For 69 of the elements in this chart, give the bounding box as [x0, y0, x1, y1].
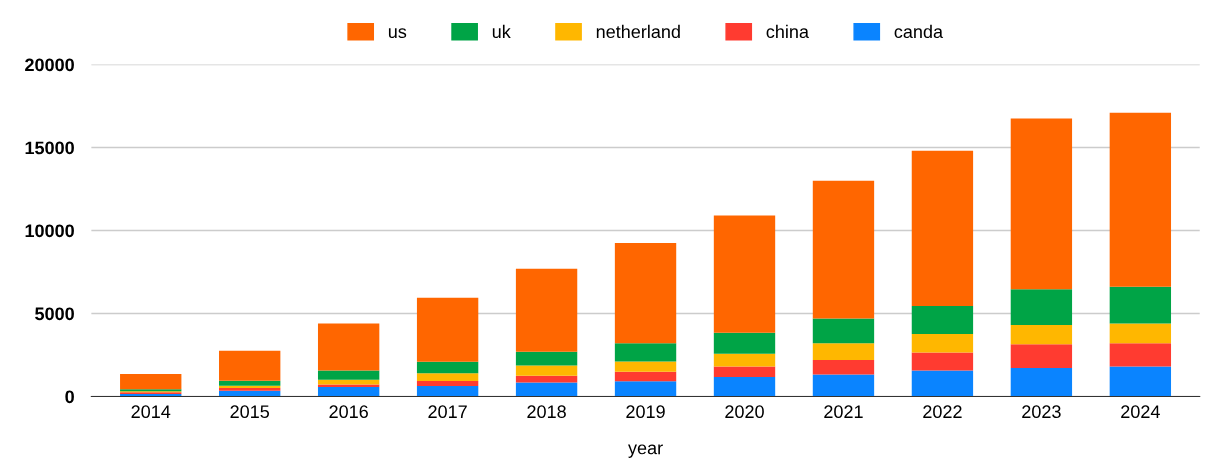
bar — [911, 333, 974, 353]
bar — [812, 359, 875, 375]
x-tick-label: 2016 — [329, 405, 368, 419]
bar — [713, 353, 776, 367]
bar — [614, 343, 677, 362]
bar — [416, 373, 479, 382]
bar — [911, 150, 974, 307]
bar — [1010, 289, 1073, 325]
bar — [812, 318, 875, 344]
x-tick-label: 2015 — [230, 405, 270, 419]
bar — [1010, 118, 1073, 290]
legend-label: us — [388, 28, 407, 39]
bar — [911, 306, 974, 334]
bar — [416, 381, 479, 386]
bar — [515, 382, 578, 397]
bar — [416, 361, 479, 374]
legend-label: netherland — [596, 24, 680, 39]
legend-label: china — [766, 24, 809, 39]
bar — [515, 375, 578, 383]
bar — [614, 381, 677, 397]
bar — [812, 343, 875, 360]
bar — [1010, 367, 1073, 397]
bar — [713, 366, 776, 378]
bar — [1010, 324, 1073, 345]
bar — [1109, 112, 1172, 287]
x-tick-label: 2024 — [1121, 405, 1160, 419]
bar — [911, 370, 974, 397]
bar — [317, 379, 380, 385]
x-tick-label: 2023 — [1022, 405, 1061, 419]
bar — [416, 386, 479, 397]
bar — [317, 323, 380, 371]
y-tick-label: 15000 — [25, 141, 74, 155]
bar — [614, 361, 677, 372]
bar — [1109, 286, 1172, 324]
bar — [1109, 366, 1172, 397]
bar — [1109, 323, 1172, 344]
bar — [219, 380, 281, 386]
x-axis-title: year — [628, 444, 663, 458]
x-tick-label: 2020 — [725, 405, 764, 419]
bar — [515, 351, 578, 366]
bar — [713, 215, 776, 333]
bar — [219, 350, 281, 381]
y-tick-label: 20000 — [25, 58, 74, 72]
y-tick-label: 0 — [65, 390, 74, 404]
bar — [120, 374, 182, 390]
bar — [1109, 343, 1172, 367]
bar — [614, 242, 677, 344]
bar — [713, 332, 776, 354]
bar — [317, 370, 380, 380]
legend-label: canda — [894, 24, 944, 39]
bar — [1010, 344, 1073, 368]
x-tick-label: 2019 — [626, 405, 665, 419]
bar — [911, 352, 974, 371]
x-tick-label: 2018 — [527, 405, 566, 419]
bar — [812, 180, 875, 319]
y-tick-label: 10000 — [25, 224, 74, 238]
legend-label: uk — [492, 24, 511, 39]
y-tick-label: 5000 — [35, 307, 74, 321]
bar — [515, 268, 578, 352]
bar — [317, 387, 380, 397]
bar — [416, 297, 479, 362]
x-tick-label: 2014 — [131, 405, 171, 419]
x-tick-label: 2017 — [428, 405, 467, 419]
bar — [515, 365, 578, 376]
x-tick-label: 2022 — [923, 405, 962, 419]
x-tick-label: 2021 — [824, 405, 863, 419]
bar — [812, 374, 875, 397]
bar — [713, 377, 776, 397]
bar — [614, 371, 677, 382]
